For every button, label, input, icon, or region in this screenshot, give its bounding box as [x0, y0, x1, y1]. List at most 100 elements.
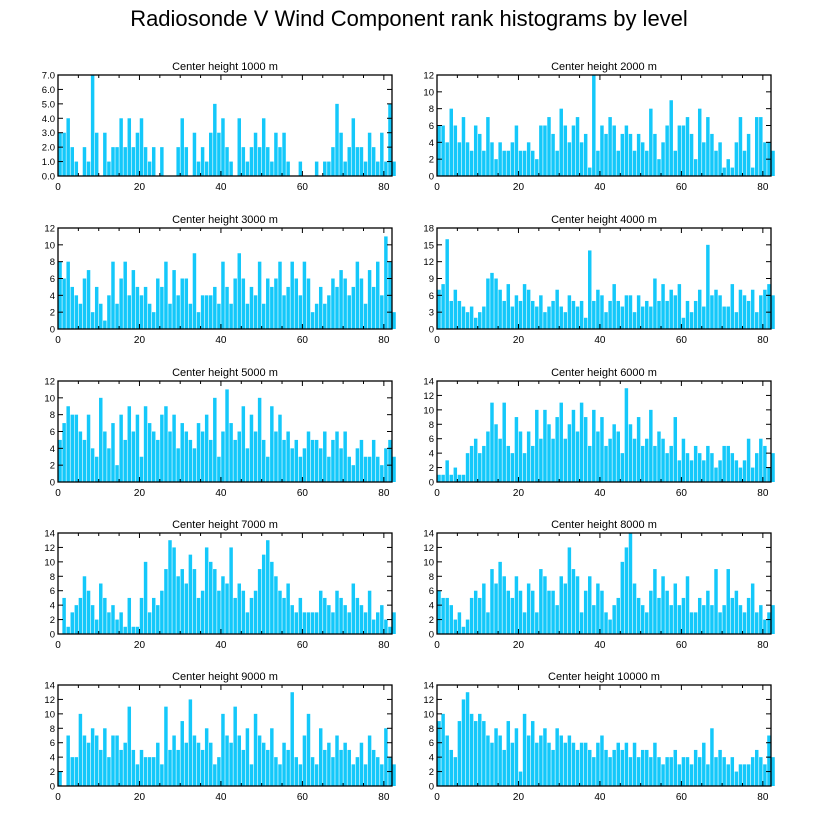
x-tick-label: 60	[297, 488, 309, 499]
histogram-bar	[221, 118, 225, 176]
histogram-bar	[645, 150, 649, 176]
histogram-bar	[718, 460, 722, 482]
histogram-bar	[209, 439, 213, 482]
histogram-bar	[115, 735, 119, 786]
histogram-bar	[184, 147, 189, 176]
histogram-bar	[604, 612, 608, 634]
histogram-bar	[567, 295, 572, 329]
histogram-bar	[164, 569, 168, 634]
histogram-bar	[608, 117, 612, 176]
y-tick-label: 0	[429, 782, 434, 793]
histogram-bar	[653, 278, 657, 329]
histogram-bar	[249, 414, 254, 482]
y-tick-label: 0	[50, 630, 55, 641]
histogram-bar	[286, 286, 290, 329]
histogram-bar	[718, 295, 722, 329]
histogram-bar	[314, 439, 319, 482]
histogram-bar	[575, 576, 580, 634]
histogram-bar	[608, 757, 612, 786]
histogram-panel-4: Center height 4000 m 0 20 40 60 80 0 3 6 9 12 15 18	[423, 214, 775, 346]
histogram-bar	[457, 612, 462, 634]
histogram-bar	[359, 742, 364, 786]
histogram-bar	[94, 286, 99, 329]
histogram-bar	[478, 597, 482, 634]
histogram-bar	[111, 261, 115, 329]
histogram-bar	[697, 757, 702, 786]
histogram-bar	[327, 161, 331, 176]
histogram-bar	[213, 286, 217, 329]
histogram-bar	[490, 142, 494, 176]
histogram-bar	[697, 108, 702, 176]
histogram-bar	[367, 270, 372, 329]
histogram-bar	[600, 590, 604, 634]
histogram-bar	[461, 117, 466, 176]
histogram-bar	[74, 757, 79, 786]
histogram-bar	[343, 278, 347, 329]
histogram-bar	[608, 438, 612, 482]
histogram-bar	[657, 597, 661, 634]
histogram-bar	[339, 270, 343, 329]
histogram-bar	[437, 590, 441, 634]
histogram-bar	[266, 278, 270, 329]
x-tick-label: 60	[676, 640, 688, 651]
histogram-bar	[649, 590, 653, 634]
histogram-bar	[755, 612, 759, 634]
histogram-bar	[351, 465, 356, 482]
histogram-bar	[103, 431, 107, 482]
histogram-bar	[714, 467, 718, 482]
x-tick-label: 60	[297, 792, 309, 803]
y-tick-label: 4	[429, 138, 434, 149]
histogram-bar	[604, 445, 608, 482]
histogram-bar	[457, 721, 462, 786]
histogram-bar	[131, 749, 136, 786]
y-tick-label: 5.0	[42, 99, 55, 110]
histogram-bar	[217, 456, 221, 482]
histogram-bar	[677, 460, 682, 482]
histogram-bar	[188, 554, 193, 634]
histogram-bar	[388, 103, 392, 176]
histogram-bar	[710, 133, 714, 176]
x-tick-label: 80	[757, 182, 769, 193]
histogram-bar	[628, 133, 633, 176]
histogram-bar	[302, 448, 307, 482]
histogram-bar	[555, 150, 559, 176]
histogram-bar	[82, 147, 87, 176]
x-tick-label: 0	[55, 335, 61, 346]
histogram-bar	[535, 742, 539, 786]
y-tick-label: 0	[50, 325, 55, 336]
histogram-bar	[759, 295, 763, 329]
x-tick-label: 20	[134, 792, 146, 803]
histogram-bar	[160, 764, 164, 786]
histogram-bar	[143, 561, 148, 634]
histogram-bar	[107, 295, 111, 329]
histogram-bar	[249, 147, 254, 176]
histogram-panel-7: Center height 7000 m 0 20 40 60 80 0 2 4 6 8 10 12 14	[44, 519, 396, 651]
histogram-bar	[135, 626, 140, 634]
panel-title: Center height 9000 m	[172, 671, 278, 683]
histogram-bar	[750, 467, 755, 482]
histogram-bar	[530, 300, 535, 329]
histogram-bar	[677, 284, 682, 329]
panel-title: Center height 10000 m	[548, 671, 660, 683]
histogram-bar	[742, 295, 747, 329]
histogram-bar	[323, 749, 327, 786]
histogram-bar	[343, 742, 347, 786]
histogram-bar	[286, 431, 290, 482]
histogram-bar	[225, 147, 229, 176]
histogram-bar	[241, 749, 246, 786]
histogram-bar	[628, 533, 633, 634]
histogram-bar	[697, 597, 702, 634]
histogram-bar	[335, 431, 339, 482]
y-tick-label: 8	[429, 420, 434, 431]
histogram-bar	[579, 402, 584, 482]
histogram-bar	[555, 417, 559, 482]
histogram-bar	[371, 439, 376, 482]
histogram-bar	[669, 100, 673, 176]
histogram-bar	[645, 612, 649, 634]
histogram-bar	[367, 132, 372, 176]
histogram-bar	[323, 303, 327, 329]
histogram-bar	[669, 757, 673, 786]
histogram-bar	[127, 406, 132, 482]
histogram-bar	[347, 612, 351, 634]
plot-frame	[57, 532, 393, 635]
